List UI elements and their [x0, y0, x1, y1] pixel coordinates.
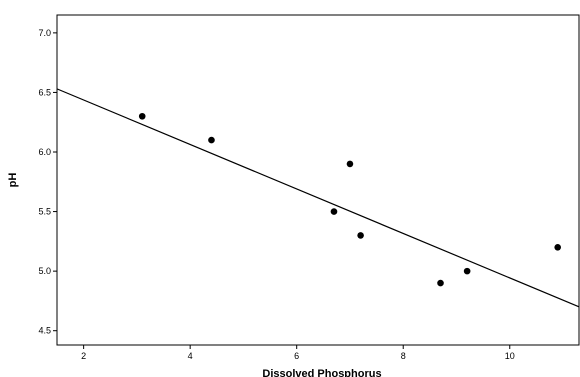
- data-point: [346, 160, 354, 168]
- fit-line-layer: [56, 88, 580, 308]
- regression-line: [56, 88, 580, 308]
- data-point: [437, 279, 444, 287]
- x-tick-label: 4: [188, 351, 193, 361]
- x-tick-label: 2: [81, 351, 86, 361]
- y-tick-label: 4.5: [38, 326, 51, 336]
- data-point: [357, 232, 364, 239]
- y-tick-label: 5.5: [38, 207, 51, 217]
- data-point: [208, 136, 215, 144]
- x-tick-label: 6: [294, 351, 299, 361]
- data-point: [463, 267, 471, 275]
- x-axis-ticks: 2 4 6 8 10: [81, 345, 515, 361]
- y-axis-ticks: 4.5 5.0 5.5 6.0 6.5 7.0: [38, 28, 57, 336]
- points-layer: [138, 112, 561, 287]
- x-axis-title: Dissolved Phosphorus: [262, 368, 381, 377]
- y-tick-label: 6.5: [38, 87, 51, 97]
- plot-area: [56, 14, 580, 346]
- x-tick-label: 8: [401, 351, 406, 361]
- x-tick-label: 10: [505, 351, 515, 361]
- y-tick-label: 7.0: [38, 28, 51, 38]
- data-point: [554, 244, 561, 251]
- data-point: [330, 208, 338, 215]
- data-point: [138, 112, 146, 120]
- y-tick-label: 5.0: [38, 266, 51, 276]
- y-tick-label: 6.0: [38, 147, 51, 157]
- y-axis-title: pH: [7, 173, 19, 188]
